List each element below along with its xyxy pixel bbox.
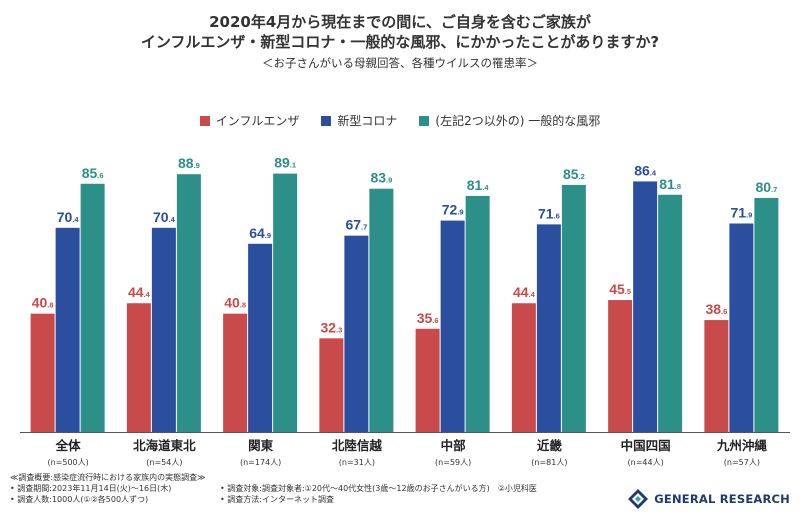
legend-item-covid: 新型コロナ	[321, 112, 397, 129]
legend-label-influenza: インフルエンザ	[215, 114, 300, 128]
bar-cold-0	[80, 183, 105, 432]
value-label-influenza-5: 44.4	[513, 284, 536, 300]
value-label-covid-7: 71.9	[730, 204, 752, 220]
category-label-7: 九州沖縄	[716, 438, 768, 453]
bar-cold-2	[273, 173, 298, 433]
footer-target: • 調査対象:調査対象者:①20代〜40代女性(3歳〜12歳のお子さんがいる方)…	[220, 484, 537, 493]
chart-title-line2: インフルエンザ・新型コロナ・一般的な風邪、にかかったことがありますか?	[140, 33, 660, 51]
value-label-influenza-4: 35.6	[417, 310, 439, 326]
value-label-influenza-6: 45.5	[609, 281, 631, 297]
general-research-logo-icon	[628, 489, 649, 509]
bar-cold-1	[176, 174, 201, 432]
bar-cold-4	[465, 195, 490, 432]
value-label-influenza-2: 40.8	[224, 295, 246, 311]
value-label-influenza-7: 38.6	[705, 301, 727, 317]
bar-cold-3	[369, 188, 394, 432]
legend-item-influenza: インフルエンザ	[199, 112, 300, 129]
value-label-covid-3: 67.7	[345, 217, 367, 233]
legend-label-covid: 新型コロナ	[337, 114, 398, 128]
bar-covid-7	[729, 223, 754, 432]
bar-influenza-0	[30, 313, 55, 432]
bar-covid-4	[440, 220, 465, 432]
category-label-4: 中部	[441, 438, 467, 453]
value-label-cold-1: 88.9	[178, 155, 200, 171]
bar-influenza-6	[608, 300, 633, 432]
bar-cold-6	[658, 194, 683, 432]
footer-period: • 調査期間:2023年11月14日(火)〜16日(木)	[10, 484, 172, 493]
bar-covid-3	[344, 235, 369, 432]
bar-covid-2	[248, 243, 273, 432]
legend: インフルエンザ 新型コロナ (左記2つ以外の) 一般的な風邪	[0, 112, 800, 129]
value-label-covid-1: 70.4	[153, 209, 176, 225]
value-label-cold-3: 83.9	[370, 170, 392, 186]
footer-method: • 調査方法:インターネット調査	[220, 495, 334, 504]
sample-size-label-5: (n=81人)	[531, 458, 567, 467]
brand-name: GENERAL RESEARCH	[654, 492, 790, 506]
value-label-covid-2: 64.9	[249, 225, 271, 241]
bar-influenza-3	[319, 338, 344, 432]
footer-row-2: • 調査人数:1000人(①②各500人ずつ) • 調査方法:インターネット調査	[10, 494, 650, 505]
footer-count: • 調査人数:1000人(①②各500人ずつ)	[10, 495, 149, 504]
bar-covid-0	[55, 227, 80, 432]
category-label-0: 全体	[55, 438, 82, 453]
legend-item-cold: (左記2つ以外の) 一般的な風邪	[419, 112, 600, 129]
sample-size-label-2: (n=174人)	[240, 458, 281, 467]
chart-title-line1: 2020年4月から現在までの間に、ご自身を含むご家族が	[209, 13, 591, 31]
survey-footer: ≪調査概要:感染症流行時における家族内の実態調査≫ • 調査期間:2023年11…	[10, 472, 650, 505]
value-label-influenza-0: 40.8	[32, 295, 54, 311]
legend-swatch-cold	[419, 115, 430, 126]
value-label-covid-5: 71.6	[538, 205, 560, 221]
sample-size-label-0: (n=500人)	[47, 458, 88, 467]
bar-influenza-4	[415, 328, 440, 432]
value-label-cold-0: 85.6	[82, 165, 104, 181]
brand-logo: GENERAL RESEARCH	[627, 488, 790, 510]
bar-influenza-5	[511, 303, 536, 432]
bar-influenza-2	[223, 313, 248, 432]
chart-subtitle: ＜お子さんがいる母親回答、各種ウイルスの罹患率＞	[262, 56, 538, 70]
category-label-1: 北海道東北	[133, 438, 196, 453]
legend-swatch-influenza	[199, 115, 210, 126]
value-label-influenza-3: 32.3	[320, 319, 342, 335]
value-label-covid-6: 86.4	[634, 162, 657, 178]
category-label-5: 近畿	[537, 438, 563, 453]
bar-influenza-1	[126, 303, 151, 432]
category-label-2: 関東	[248, 438, 274, 453]
legend-label-cold: (左記2つ以外の) 一般的な風邪	[435, 114, 601, 128]
category-label-3: 北陸信越	[332, 438, 383, 453]
bar-covid-1	[151, 227, 176, 432]
category-label-6: 中国四国	[621, 438, 671, 453]
bar-covid-6	[633, 181, 658, 432]
value-label-cold-4: 81.4	[467, 177, 490, 193]
title-block: 2020年4月から現在までの間に、ご自身を含むご家族が インフルエンザ・新型コロ…	[0, 12, 800, 71]
value-label-cold-7: 80.7	[755, 179, 777, 195]
bar-chart: 40.8 70.4 85.6 全体 (n=500人) 44.4 70.4 88.9 北海道東北 (…	[20, 155, 790, 467]
bar-covid-5	[536, 224, 561, 432]
value-label-covid-4: 72.9	[442, 202, 464, 218]
value-label-influenza-1: 44.4	[128, 284, 151, 300]
sample-size-label-7: (n=57人)	[724, 458, 760, 467]
value-label-cold-6: 81.8	[659, 176, 681, 192]
legend-swatch-covid	[321, 115, 332, 126]
value-label-cold-5: 85.2	[563, 166, 585, 182]
bar-cold-5	[561, 184, 586, 432]
bar-cold-7	[754, 197, 779, 432]
bar-influenza-7	[704, 320, 729, 432]
value-label-covid-0: 70.4	[57, 209, 80, 225]
sample-size-label-3: (n=31人)	[339, 458, 375, 467]
value-label-cold-2: 89.1	[274, 155, 296, 171]
footer-row-1: • 調査期間:2023年11月14日(火)〜16日(木) • 調査対象:調査対象…	[10, 483, 650, 494]
footer-heading: ≪調査概要:感染症流行時における家族内の実態調査≫	[10, 473, 206, 482]
sample-size-label-1: (n=54人)	[146, 458, 182, 467]
sample-size-label-6: (n=44人)	[628, 458, 664, 467]
sample-size-label-4: (n=59人)	[435, 458, 471, 467]
